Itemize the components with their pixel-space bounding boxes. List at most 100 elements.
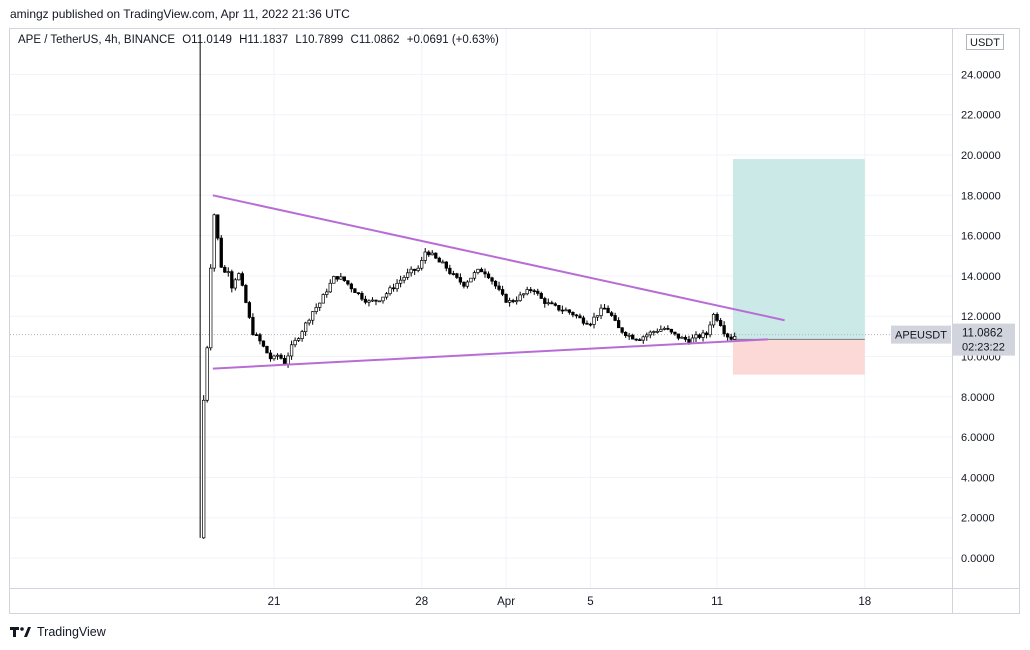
candle-down	[486, 273, 491, 279]
candle-up	[226, 271, 230, 273]
candle-up	[307, 319, 311, 324]
candle-up	[300, 331, 304, 339]
candle-up	[522, 293, 526, 296]
candle-down	[683, 336, 688, 340]
candle-up	[694, 334, 698, 339]
candle-up	[318, 302, 322, 308]
candle-down	[458, 277, 463, 283]
candle-down	[483, 271, 487, 275]
candle-down	[725, 333, 730, 338]
profit-target-zone	[732, 159, 865, 340]
y-tick-label: 24.0000	[961, 69, 1001, 81]
candle-down	[346, 280, 350, 285]
candle-up	[595, 315, 600, 318]
candle-down	[258, 334, 262, 342]
upper-trendline	[212, 194, 785, 322]
footer-brand[interactable]: TradingView	[10, 625, 106, 639]
symbol-legend: APE / TetherUS, 4h, BINANCE O11.0149 H11…	[18, 34, 503, 46]
candle-up	[655, 330, 659, 333]
candle-up	[652, 331, 656, 333]
candle-down	[571, 312, 575, 316]
candle-up	[423, 251, 427, 261]
candle-down	[669, 328, 674, 333]
y-tick-label: 12.0000	[961, 311, 1001, 323]
candle-up	[321, 294, 325, 304]
symbol-label-bg	[891, 325, 951, 344]
publish-caption: amingz published on TradingView.com, Apr…	[10, 7, 350, 21]
candle-up	[518, 294, 522, 301]
candle-down	[342, 276, 346, 281]
candle-up	[701, 332, 705, 338]
candle-down	[363, 298, 368, 303]
candle-down	[606, 307, 610, 314]
candle-up	[311, 311, 315, 321]
candle-up	[469, 277, 473, 283]
y-tick-label: 22.0000	[961, 110, 1001, 122]
candle-up	[325, 291, 329, 295]
candle-up	[328, 282, 332, 293]
candle-up	[202, 399, 206, 539]
candle-up	[233, 279, 237, 289]
candle-up	[388, 287, 392, 295]
candle-down	[613, 315, 617, 321]
candle-up	[370, 299, 375, 302]
candle-down	[374, 299, 378, 302]
candle-up	[711, 314, 716, 326]
candle-down	[493, 280, 498, 287]
candle-down	[588, 323, 593, 326]
candle-down	[624, 332, 628, 336]
candle-down	[687, 339, 691, 344]
price-label-bg	[953, 323, 1015, 356]
candle-down	[543, 298, 547, 304]
candle-up	[465, 281, 470, 287]
candle-up	[690, 337, 695, 344]
candle-down	[578, 315, 582, 319]
candle-down	[539, 293, 543, 299]
candle-up	[286, 355, 290, 365]
x-tick-label: 18	[858, 596, 871, 608]
candle-down	[616, 320, 621, 329]
candle-down	[567, 309, 572, 313]
candle-down	[666, 327, 670, 330]
candle-up	[381, 296, 385, 302]
legend-symbol[interactable]: APE / TetherUS, 4h, BINANCE	[18, 34, 176, 46]
candle-up	[293, 340, 297, 346]
candle-up	[708, 324, 712, 336]
candle-down	[448, 267, 452, 274]
candle-down	[722, 325, 726, 335]
candle-down	[349, 283, 354, 290]
currency-badge[interactable]: USDT	[966, 34, 1004, 50]
footer-brand-text: TradingView	[37, 625, 106, 639]
candle-down	[251, 317, 255, 335]
candle-down	[560, 309, 565, 312]
candle-down	[413, 268, 417, 271]
legend-close: C11.0862	[350, 34, 400, 46]
candle-down	[715, 314, 719, 321]
candle-up	[680, 336, 684, 339]
y-tick-label: 2.0000	[961, 513, 995, 525]
candle-down	[673, 331, 677, 335]
candle-down	[353, 288, 357, 294]
candle-up	[627, 334, 631, 337]
candle-up	[237, 273, 241, 281]
candle-down	[479, 268, 484, 273]
candle-down	[574, 314, 579, 317]
candle-up	[641, 336, 645, 341]
chart-frame	[9, 28, 1020, 614]
last-price-label: 11.0862	[962, 328, 1003, 340]
candle-down	[529, 289, 533, 292]
x-tick-label: 11	[711, 596, 723, 608]
candle-up	[272, 355, 276, 360]
candle-up	[289, 344, 294, 357]
candle-up	[339, 276, 343, 280]
candle-up	[430, 252, 434, 256]
candle-down	[631, 334, 635, 340]
x-tick-label: Apr	[497, 596, 515, 608]
candle-down	[240, 273, 245, 286]
candle-down	[282, 357, 287, 365]
y-tick-label: 4.0000	[961, 472, 995, 484]
candle-down	[223, 266, 227, 273]
candle-up	[476, 268, 480, 273]
candle-down	[265, 345, 269, 354]
